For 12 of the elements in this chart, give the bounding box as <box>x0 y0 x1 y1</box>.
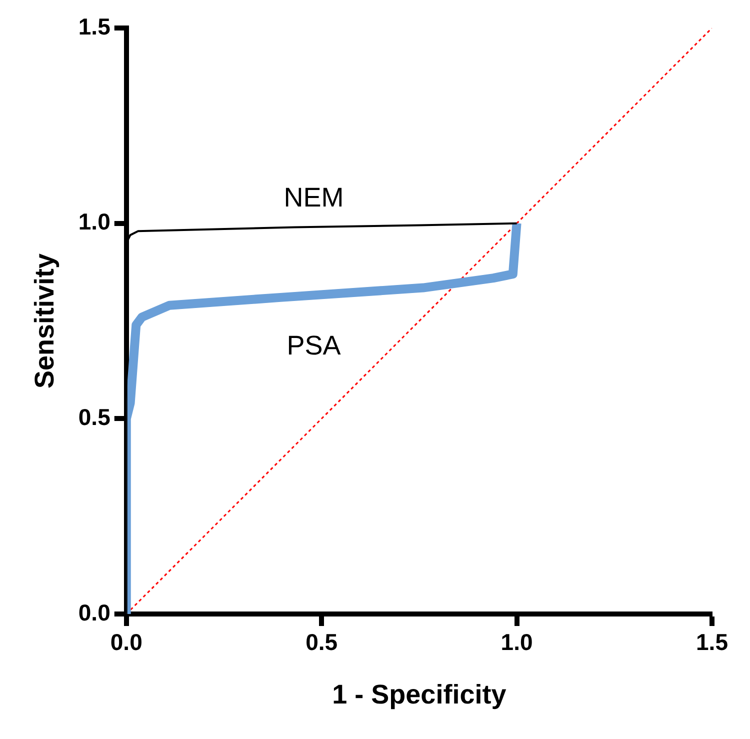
y-tick-label: 0.0 <box>78 599 110 626</box>
series-label: PSA <box>286 330 341 361</box>
x-tick-label: 0.5 <box>306 629 338 656</box>
y-tick-label: 1.5 <box>78 13 111 40</box>
x-tick-label: 0.0 <box>110 629 142 656</box>
x-tick-label: 1.5 <box>696 629 728 656</box>
x-axis-title: 1 - Specificity <box>332 679 506 710</box>
series-label: NEM <box>284 182 344 212</box>
y-axis-title: Sensitivity <box>30 253 60 389</box>
y-tick-label: 1.0 <box>78 208 110 235</box>
y-tick-label: 0.5 <box>78 404 111 430</box>
x-tick-label: 1.0 <box>500 629 533 656</box>
